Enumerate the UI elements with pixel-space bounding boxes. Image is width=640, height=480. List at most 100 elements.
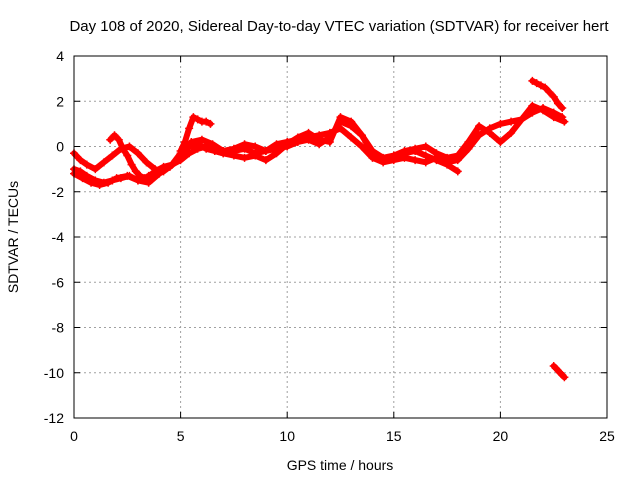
- data-point: [357, 142, 366, 151]
- data-point: [123, 151, 132, 160]
- data-point: [421, 151, 430, 160]
- data-point: [144, 171, 153, 180]
- y-tick-label: -4: [52, 229, 65, 245]
- data-point: [131, 167, 140, 176]
- data-point: [193, 140, 202, 149]
- data-point: [411, 144, 420, 153]
- data-point: [549, 92, 558, 101]
- series-track-c: [70, 101, 569, 176]
- data-point: [240, 140, 249, 149]
- data-point: [539, 106, 548, 115]
- y-tick-label: -2: [52, 184, 65, 200]
- data-point: [106, 135, 115, 144]
- data-point: [304, 135, 313, 144]
- data-point: [148, 169, 157, 178]
- data-point: [496, 119, 505, 128]
- data-point: [517, 115, 526, 124]
- data-point: [400, 147, 409, 156]
- axis-layer: -12 -10 -8 -6 -4 -2 0 2 4 0 5 10 15 20 25: [44, 48, 615, 444]
- data-point: [272, 149, 281, 158]
- x-tick-label: 15: [386, 428, 402, 444]
- x-axis-label: GPS time / hours: [287, 457, 394, 473]
- data-point: [95, 180, 104, 189]
- data-point: [104, 178, 113, 187]
- grid-layer: [74, 56, 607, 418]
- x-tick-label: 0: [70, 428, 78, 444]
- data-point: [421, 158, 430, 167]
- data-point: [325, 137, 334, 146]
- data-point: [125, 142, 134, 151]
- data-point: [180, 137, 189, 146]
- data-point: [496, 137, 505, 146]
- data-point: [545, 88, 554, 97]
- data-point: [251, 142, 260, 151]
- data-point: [379, 153, 388, 162]
- data-point: [528, 101, 537, 110]
- data-point: [560, 373, 569, 382]
- data-point: [357, 131, 366, 140]
- data-point: [176, 147, 185, 156]
- x-tick-label: 20: [493, 428, 509, 444]
- data-point: [229, 151, 238, 160]
- data-point: [261, 156, 270, 165]
- data-point: [432, 156, 441, 165]
- data-point: [507, 128, 516, 137]
- data-point: [251, 151, 260, 160]
- data-point: [136, 171, 145, 180]
- data-point: [112, 174, 121, 183]
- data-point: [202, 117, 211, 126]
- data-point: [168, 160, 177, 169]
- data-point: [485, 128, 494, 137]
- data-point: [347, 117, 356, 126]
- series-track-e: [176, 113, 215, 156]
- data-point: [240, 153, 249, 162]
- data-point: [108, 151, 117, 160]
- series-track-g: [549, 361, 569, 382]
- data-point: [541, 83, 550, 92]
- data-point: [185, 142, 194, 151]
- series-track-d: [106, 131, 162, 183]
- data-point: [336, 113, 345, 122]
- data-point: [153, 167, 162, 176]
- y-axis-label: SDTVAR / TECUs: [5, 181, 21, 293]
- x-tick-label: 25: [599, 428, 615, 444]
- data-point: [140, 174, 149, 183]
- x-tick-label: 10: [279, 428, 295, 444]
- data-point: [549, 113, 558, 122]
- data-point: [558, 104, 567, 113]
- data-point: [507, 117, 516, 126]
- data-point: [197, 135, 206, 144]
- data-point: [133, 149, 142, 158]
- data-point: [144, 178, 153, 187]
- x-tick-label: 5: [177, 428, 185, 444]
- chart-title: Day 108 of 2020, Sidereal Day-to-day VTE…: [69, 18, 609, 35]
- y-tick-label: -8: [52, 320, 65, 336]
- data-point: [432, 149, 441, 158]
- data-point: [553, 99, 562, 108]
- data-point: [114, 135, 123, 144]
- data-layer: [70, 76, 569, 382]
- y-tick-label: -10: [44, 365, 64, 381]
- data-point: [78, 174, 87, 183]
- data-point: [261, 147, 270, 156]
- data-point: [87, 178, 96, 187]
- data-point: [464, 137, 473, 146]
- y-tick-label: 0: [56, 139, 64, 155]
- data-point: [293, 133, 302, 142]
- data-point: [347, 133, 356, 142]
- data-point: [368, 147, 377, 156]
- data-point: [389, 151, 398, 160]
- data-point: [453, 151, 462, 160]
- y-tick-label: 4: [56, 48, 64, 64]
- data-point: [421, 142, 430, 151]
- data-point: [99, 158, 108, 167]
- data-point: [202, 144, 211, 153]
- data-point: [453, 167, 462, 176]
- data-point: [443, 160, 452, 169]
- data-point: [185, 124, 194, 133]
- data-point: [193, 115, 202, 124]
- data-point: [91, 165, 100, 174]
- y-tick-label: 2: [56, 93, 64, 109]
